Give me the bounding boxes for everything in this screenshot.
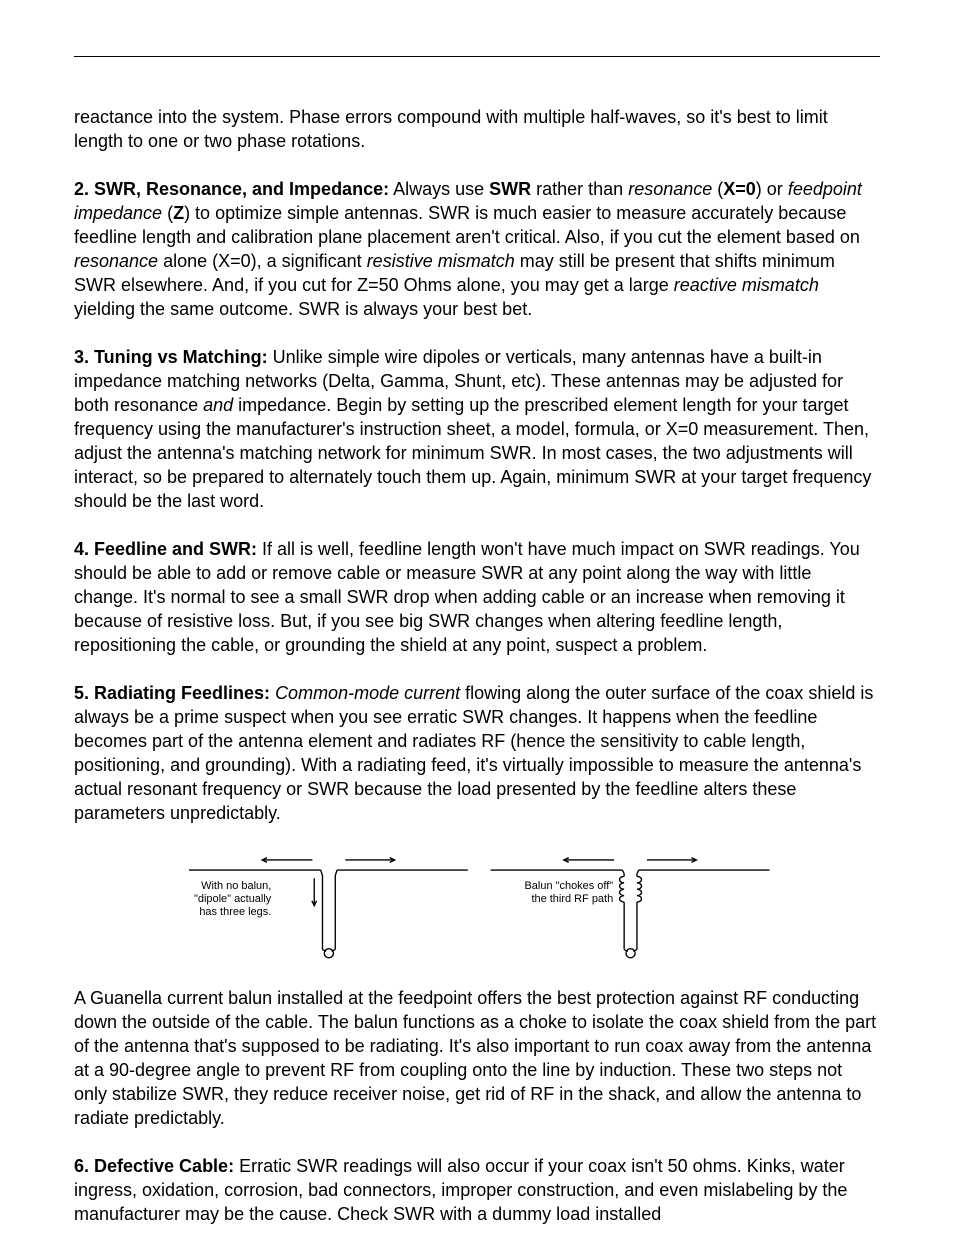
text: yielding the same outcome. SWR is always…	[74, 299, 532, 319]
text: ) or	[756, 179, 788, 199]
balun-diagram-svg: With no balun,"dipole" actuallyhas three…	[157, 849, 797, 968]
bold-z: Z	[173, 203, 184, 223]
italic-resonance-2: resonance	[74, 251, 158, 271]
paragraph-section-6: 6. Defective Cable: Erratic SWR readings…	[74, 1154, 880, 1226]
section-2-heading: 2. SWR, Resonance, and Impedance:	[74, 179, 389, 199]
italic-resistive-mismatch: resistive mismatch	[367, 251, 515, 271]
section-5-heading: 5. Radiating Feedlines:	[74, 683, 270, 703]
italic-reactive-mismatch: reactive mismatch	[674, 275, 819, 295]
italic-and: and	[203, 395, 233, 415]
bold-swr: SWR	[489, 179, 531, 199]
section-4-heading: 4. Feedline and SWR:	[74, 539, 257, 559]
balun-diagram: With no balun,"dipole" actuallyhas three…	[157, 849, 797, 968]
text: ) to optimize simple antennas. SWR is mu…	[74, 203, 860, 247]
italic-common-mode-current: Common-mode current	[275, 683, 460, 703]
text: Always use	[389, 179, 489, 199]
bold-x0: X=0	[723, 179, 756, 199]
svg-text:With no balun,"dipole" actuall: With no balun,"dipole" actuallyhas three…	[194, 880, 272, 918]
document-page: reactance into the system. Phase errors …	[0, 0, 954, 1235]
text: flowing along the outer surface of the c…	[74, 683, 873, 823]
svg-text:Balun "chokes off"the third RF: Balun "chokes off"the third RF path	[524, 880, 613, 905]
text: (	[162, 203, 173, 223]
section-3-heading: 3. Tuning vs Matching:	[74, 347, 268, 367]
text: alone (X=0), a significant	[158, 251, 367, 271]
text: rather than	[531, 179, 628, 199]
paragraph-section-3: 3. Tuning vs Matching: Unlike simple wir…	[74, 345, 880, 513]
section-6-heading: 6. Defective Cable:	[74, 1156, 234, 1176]
italic-resonance: resonance	[628, 179, 712, 199]
paragraph-section-5: 5. Radiating Feedlines: Common-mode curr…	[74, 681, 880, 825]
text: (	[712, 179, 723, 199]
paragraph-balun-explanation: A Guanella current balun installed at th…	[74, 986, 880, 1130]
paragraph-continuation: reactance into the system. Phase errors …	[74, 105, 880, 153]
paragraph-section-2: 2. SWR, Resonance, and Impedance: Always…	[74, 177, 880, 321]
top-horizontal-rule	[74, 56, 880, 57]
paragraph-section-4: 4. Feedline and SWR: If all is well, fee…	[74, 537, 880, 657]
